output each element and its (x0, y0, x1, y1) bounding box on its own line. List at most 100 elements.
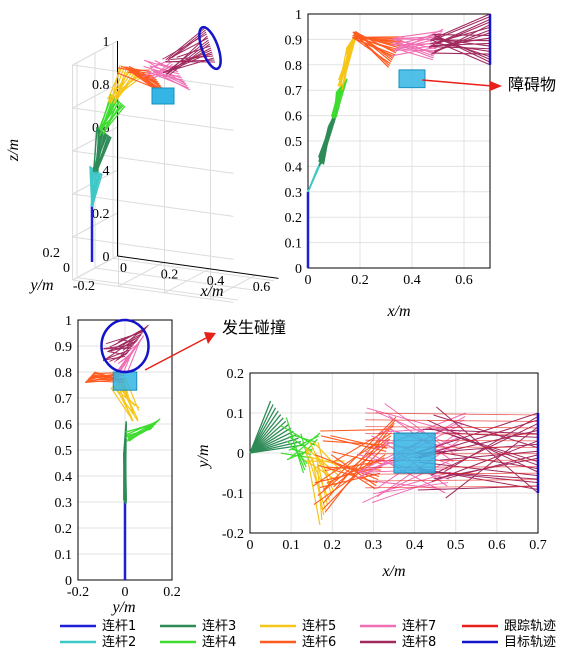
link-mark-link5 (338, 33, 357, 81)
link-mark-link5 (108, 65, 123, 98)
y-tick-label: 0 (65, 574, 72, 589)
link-mark-link4 (298, 452, 307, 468)
obstacle-annotation: 障碍物 (508, 75, 556, 94)
link-mark-link3 (95, 135, 111, 171)
x-tick-label: -0.2 (67, 585, 89, 600)
collision-arrow-head (204, 332, 216, 344)
link-mark-link6 (323, 416, 397, 491)
track-mark (365, 426, 539, 429)
link-mark-link8 (432, 52, 491, 55)
link-mark-link6 (324, 422, 395, 513)
link-mark-link5 (304, 459, 338, 482)
link3-mark (249, 410, 279, 454)
x-tick-label: 0.4 (406, 538, 424, 553)
link-mark-link8 (418, 429, 539, 459)
legend-label-link4: 连杆4 (202, 634, 236, 650)
link-mark-link4 (290, 448, 312, 456)
link-mark-link7 (154, 59, 179, 73)
link-mark-link4 (334, 78, 348, 119)
obstacle-box (398, 69, 426, 89)
link-mark-link7 (143, 65, 183, 79)
link-mark-link4 (289, 433, 317, 443)
link-mark-link7 (375, 480, 447, 491)
y-tick-label: 0.2 (227, 367, 245, 382)
link-mark-link7 (152, 70, 191, 91)
y-tick-label: 0.2 (285, 211, 303, 226)
grid-line (112, 257, 275, 282)
panels-layer: 0 0.2 0.4 0.600.10.20.30.40.50.60.70.80.91x… (5, 8, 547, 616)
link-mark-link2 (91, 173, 103, 206)
y-tick-label: -0.2 (73, 279, 95, 294)
grid-line (76, 277, 239, 301)
panel-xz: 0 0.2 0.4 0.6 0 0.1 0.2 0.3 0.4 0.5 0.6 0.7 0.8 0.9 1 x… (285, 8, 502, 320)
link-mark-link7 (397, 34, 442, 48)
track-mark (365, 439, 539, 442)
link-mark-link7 (146, 60, 187, 85)
y-tick-label: 0.2 (43, 246, 61, 261)
x-tick-label: 0.2 (324, 538, 342, 553)
link-mark-link8 (176, 45, 211, 58)
legend-label-link5: 连杆5 (302, 618, 336, 634)
legend-label-track: 跟踪轨迹 (504, 619, 556, 634)
obstacle-arrow-line (422, 79, 493, 87)
link-mark-link8 (117, 351, 130, 361)
link-mark-link4 (288, 432, 321, 460)
y-tick-label: 0.8 (285, 59, 303, 74)
x-tick-label: 0 (247, 538, 254, 553)
link-mark-link6 (317, 435, 392, 496)
grid-line (72, 40, 118, 66)
link-mark-link6 (322, 419, 396, 504)
link-mark-link5 (340, 32, 358, 82)
link-mark-link8 (439, 450, 539, 461)
y-tick-label: 0 (295, 262, 302, 277)
link-mark-link3 (93, 134, 108, 170)
track-mark (365, 466, 539, 468)
link-mark-link4 (128, 418, 161, 442)
link3-mark (249, 427, 292, 454)
y-tick-label: 0.1 (55, 548, 73, 563)
y-tick-label: 0.2 (55, 522, 73, 537)
obstacle-box (151, 87, 175, 105)
link-mark-link8 (415, 412, 539, 454)
link-mark-link7 (154, 69, 188, 87)
x-tick-label: 0.7 (529, 538, 547, 553)
y-tick-label: 0 (63, 261, 70, 276)
link-mark-link4 (280, 452, 310, 459)
obstacle-arrow-head (490, 81, 502, 91)
x-axis-label: x/m (199, 283, 223, 300)
track-mark (365, 412, 539, 416)
link-mark-link5 (112, 74, 145, 100)
plot-frame (307, 13, 491, 269)
link-mark-link8 (418, 443, 539, 454)
annotations-layer: 障碍物 发生碰撞 (222, 75, 556, 337)
link-mark-link8 (444, 416, 539, 473)
link3-mark (249, 430, 294, 454)
link-mark-link8 (419, 470, 539, 480)
link-mark-link8 (433, 46, 491, 50)
y-tick-label: 0.3 (55, 496, 73, 511)
legend-label-link7: 连杆7 (402, 618, 436, 634)
link-mark-link6 (320, 428, 393, 432)
x-tick-label: 0.2 (163, 585, 181, 600)
y-axis-label: y/m (195, 444, 212, 469)
z-axis-label: z/m (5, 139, 22, 162)
link-mark-link8 (430, 16, 491, 42)
link3-mark (249, 424, 289, 454)
link-mark-link8 (102, 334, 142, 362)
link-mark-link6 (354, 37, 398, 50)
x-tick-label: 0.2 (161, 267, 179, 282)
y-tick-label: 1 (295, 8, 302, 23)
track-mark (365, 485, 539, 489)
x-axis-label: y/m (110, 599, 135, 616)
link-mark-link5 (304, 447, 321, 526)
grid-line (72, 212, 118, 238)
link-mark-link6 (312, 432, 392, 487)
x-tick-label: 0.3 (365, 538, 383, 553)
y-tick-label: 0.6 (285, 110, 303, 125)
collision-arrow-line (144, 337, 207, 371)
link-mark-link8 (116, 339, 138, 361)
grid-line (72, 279, 234, 303)
x-axis-label: x/m (381, 563, 405, 580)
x-tick-label: 0 (120, 261, 127, 276)
